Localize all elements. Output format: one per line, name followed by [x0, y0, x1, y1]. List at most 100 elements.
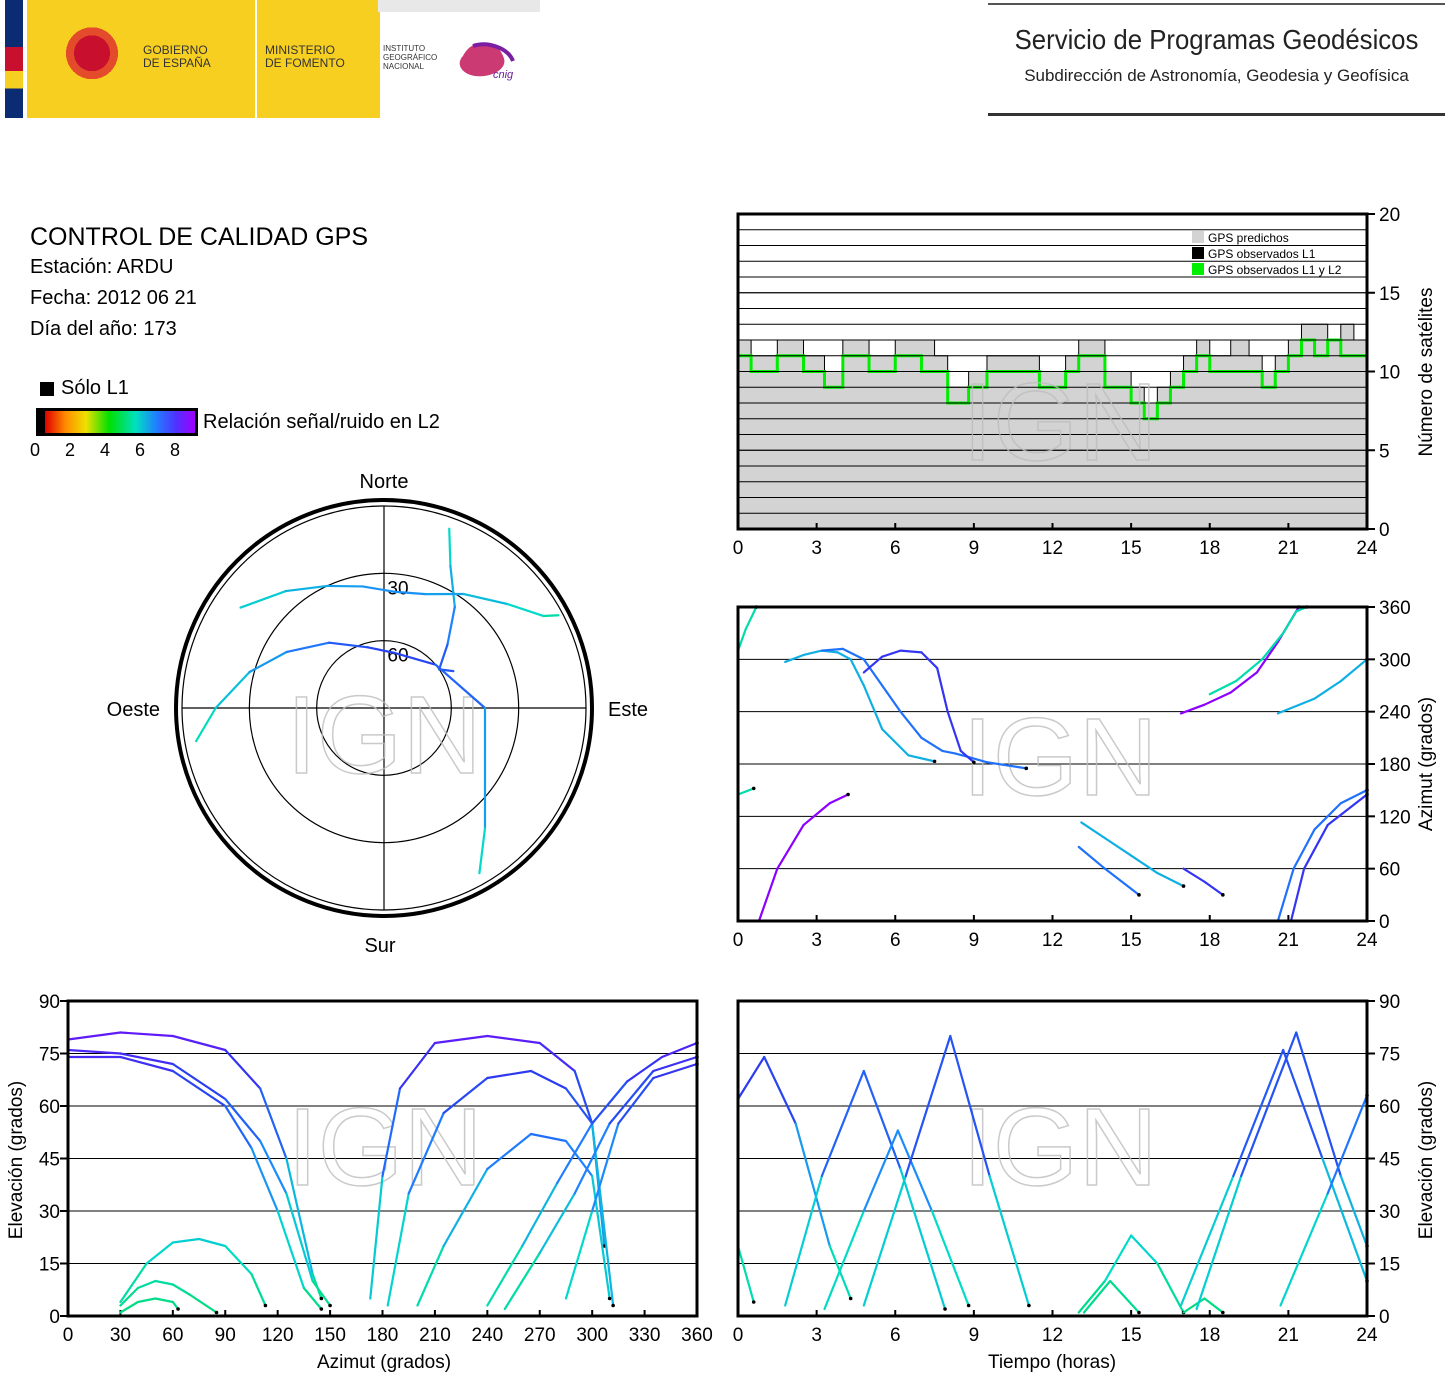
elt-chart-series-3-segment: [896, 1129, 934, 1213]
doy-label: Día del año: 173: [30, 318, 177, 340]
elt-chart-xtick-label: 15: [1121, 1325, 1142, 1346]
az-chart-xtick-label: 9: [969, 930, 980, 951]
cb-tick-6: 6: [135, 440, 146, 460]
elaz-chart-series-4-segment: [136, 1279, 157, 1290]
elaz-chart-series-2-segment: [224, 1104, 253, 1150]
elaz-chart-ytick-label: 45: [39, 1150, 60, 1171]
sat-legend-label-2: GPS observados L1 y L2: [1208, 263, 1342, 277]
sat-chart-ytick-label: 20: [1379, 205, 1400, 226]
elaz-chart-series-9-segment: [521, 1181, 559, 1248]
elaz-chart-series-4-segment: [189, 1293, 218, 1314]
elt-chart-series-9-segment: [1240, 1031, 1298, 1178]
elaz-chart-xtick-label: 30: [110, 1325, 131, 1346]
az-chart-series-4-segment: [828, 793, 850, 805]
elt-chart-series-10-segment: [1326, 1094, 1369, 1195]
az-chart-ytick-label: 360: [1379, 598, 1411, 619]
elaz-chart-series-8-segment: [591, 1174, 611, 1300]
az-chart-series-2-segment: [920, 736, 944, 753]
elt-chart-series-6-segment: [1082, 1279, 1112, 1314]
eu-flag-strip: [5, 0, 23, 118]
elt-chart-xtick-label: 18: [1199, 1325, 1220, 1346]
elaz-chart-series-9-segment: [591, 1080, 629, 1125]
sat-chart-watermark: IGN: [962, 361, 1158, 484]
service-subtitle: Subdirección de Astronomía, Geodesia y G…: [1024, 66, 1409, 85]
elaz-chart-xtick-label: 0: [63, 1325, 74, 1346]
elaz-chart-xtick-label: 270: [524, 1325, 556, 1346]
az-chart-series-6-endpoint: [1181, 884, 1186, 888]
az-chart-series-2-segment: [820, 647, 844, 652]
skyplot-track-1-segment: [284, 584, 329, 593]
skyplot-outer-ring: [174, 498, 594, 918]
elaz-chart-series-11-segment: [591, 1122, 620, 1213]
elt-chart-series-3-segment: [862, 1129, 899, 1213]
gov-line1: GOBIERNO: [143, 43, 208, 57]
az-chart-series-9-segment: [1255, 640, 1279, 674]
sat-chart-xtick-label: 18: [1199, 538, 1220, 559]
elaz-chart-series-5-segment: [154, 1297, 174, 1304]
elt-chart-series-2-endpoint: [943, 1307, 947, 1311]
elaz-chart-series-10-segment: [503, 1251, 541, 1311]
elaz-chart-series-4-segment: [154, 1279, 174, 1286]
elt-chart-series-7-endpoint: [1221, 1310, 1225, 1315]
elaz-chart-xtick-label: 300: [576, 1325, 608, 1346]
az-chart-series-12-segment: [1339, 789, 1369, 805]
elt-chart-series-1-segment: [736, 1244, 755, 1304]
colorbar-label: Relación señal/ruido en L2: [203, 411, 440, 433]
elaz-chart-series-8-segment: [486, 1132, 533, 1171]
elaz-chart-series-10-segment: [573, 1122, 611, 1195]
elt-chart-series-6-endpoint: [1137, 1310, 1141, 1315]
elt-chart-series-10-segment: [1279, 1192, 1329, 1307]
elt-chart-ytick-label: 90: [1379, 992, 1400, 1013]
elaz-chart-series-11-segment: [652, 1062, 699, 1080]
ministerio-logo-block: [255, 0, 380, 118]
elaz-chart-series-3-segment: [119, 1262, 148, 1304]
sat-chart-ytick-label: 0: [1379, 520, 1390, 541]
sat-chart-xtick-label: 12: [1042, 538, 1063, 559]
elaz-chart-series-3-endpoint: [263, 1303, 268, 1308]
az-chart-series-0-segment: [744, 605, 758, 630]
skyplot-west-label: Oeste: [107, 699, 160, 721]
elt-chart-series-0-segment: [794, 1122, 831, 1248]
station-label: Estación: ARDU: [30, 256, 174, 278]
az-chart-series-3-endpoint: [972, 760, 976, 765]
sat-chart-xtick-label: 6: [890, 538, 901, 559]
elaz-chart-xtick-label: 60: [162, 1325, 183, 1346]
skyplot-track-2-segment: [248, 650, 288, 674]
sat-chart-xtick-label: 0: [733, 538, 744, 559]
date-label: Fecha: 2012 06 21: [30, 287, 197, 309]
elaz-chart-series-6-segment: [398, 1041, 437, 1090]
az-chart-series-10-segment: [1261, 632, 1285, 661]
skyplot-track-1-segment: [239, 589, 287, 609]
az-chart-series-1-segment: [881, 728, 910, 757]
elaz-chart-xtick-label: 150: [314, 1325, 346, 1346]
skyplot-track-2-segment: [434, 663, 487, 710]
elt-chart-xtick-label: 9: [969, 1325, 980, 1346]
skyplot-track-2-segment: [214, 670, 251, 710]
elt-chart-xtick-label: 3: [811, 1325, 822, 1346]
az-chart-series-12-segment: [1313, 802, 1342, 831]
az-chart-series-2-segment: [881, 684, 902, 713]
info-panel: CONTROL DE CALIDAD GPS Estación: ARDU Fe…: [30, 222, 368, 341]
elt-chart-series-9-segment: [1295, 1031, 1342, 1178]
elaz-chart-series-8-segment: [416, 1244, 445, 1307]
government-logo-banner: GOBIERNO DE ESPAÑA MINISTERIO DE FOMENTO…: [5, 0, 540, 118]
elaz-chart-series-1-endpoint: [328, 1303, 332, 1308]
elaz-chart-series-6-segment: [369, 1174, 384, 1300]
skyplot-south-label: Sur: [364, 935, 395, 957]
elt-chart-series-2-segment: [820, 1069, 865, 1178]
elt-chart-series-5-segment: [1103, 1234, 1133, 1283]
logo-top-bar: [378, 0, 540, 12]
elaz-chart-ytick-label: 15: [39, 1255, 60, 1276]
elt-chart-series-7-segment: [1203, 1297, 1224, 1314]
elaz-chart-series-1-segment: [224, 1097, 262, 1143]
elaz-chart-series-10-segment: [608, 1069, 655, 1125]
az-chart-series-7-endpoint: [1137, 893, 1141, 897]
skyplot-track-1-segment: [506, 603, 545, 618]
elaz-chart-series-5-segment: [136, 1297, 157, 1304]
az-chart-series-4-segment: [802, 802, 831, 827]
az-chart-series-7-segment: [1103, 867, 1141, 896]
elaz-chart-series-6-segment: [433, 1034, 489, 1045]
elt-chart-watermark: IGN: [962, 1086, 1158, 1209]
elt-chart-series-2-segment: [899, 1167, 947, 1311]
sat-chart-frame: [736, 212, 1369, 531]
